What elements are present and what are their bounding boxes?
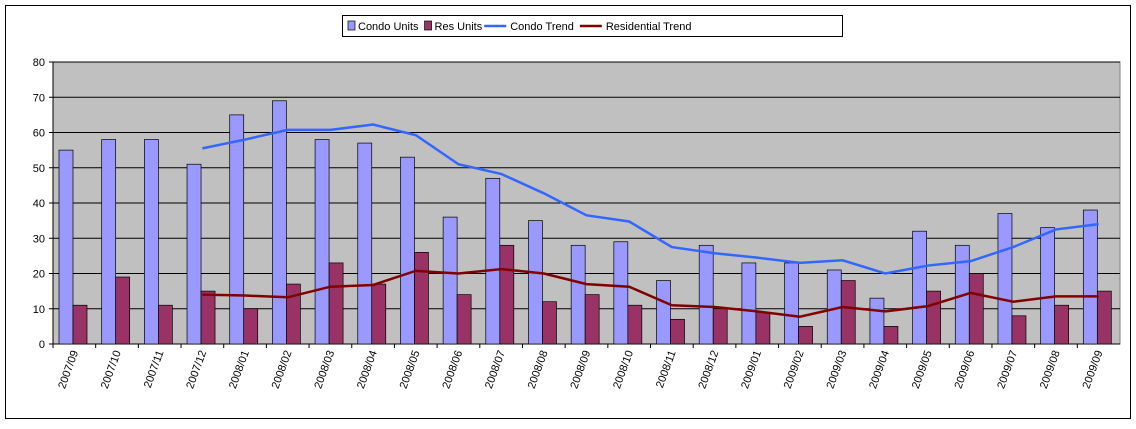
bar [570,244,586,345]
bar [912,230,927,345]
bar [613,241,629,345]
bar [144,139,159,345]
bar [698,244,714,345]
bar [784,262,799,345]
bar [371,283,387,345]
y-tick-label: 70 [33,92,45,104]
legend-swatch [347,20,356,31]
bar [968,273,984,345]
bar [357,142,373,345]
bar [528,220,543,345]
bar [243,308,259,345]
bar [328,262,344,345]
legend-label: Condo Trend [510,21,574,33]
y-tick-label: 80 [33,57,45,69]
y-tick-label: 10 [33,304,45,316]
legend-label: Residential Trend [606,21,692,33]
bar [1054,304,1069,345]
legend-label: Res Units [435,21,483,33]
bar [499,244,515,345]
bar [584,294,600,345]
bar [115,276,131,345]
y-tick-label: 40 [33,198,45,210]
bar [314,139,330,345]
bar [997,213,1013,345]
y-tick-label: 20 [33,269,45,281]
y-tick-label: 0 [39,339,45,351]
bar [200,290,216,345]
bar [186,163,202,345]
bar [741,262,757,345]
bar [656,280,671,345]
bar [926,290,941,345]
bar [400,156,415,345]
legend-swatch [424,20,432,31]
bar [414,252,429,345]
bar [869,297,885,345]
legend-label: Condo Units [358,21,419,33]
bar [627,304,643,345]
bar [670,318,685,345]
y-tick-label: 60 [33,128,45,140]
bar [456,294,472,345]
bar [101,139,117,345]
bar [798,326,813,345]
bar [158,304,173,345]
bar [712,308,728,345]
bar [755,311,771,345]
bar [542,301,557,345]
bar [1096,290,1112,345]
bar [883,326,899,345]
y-tick-label: 50 [33,163,45,175]
bar [229,114,245,345]
y-tick-label: 30 [33,233,45,245]
bar [72,304,88,345]
bar [272,100,287,345]
bar [1082,209,1098,345]
bar [58,149,74,345]
bar [485,177,501,345]
bar [840,280,856,345]
bar [1040,227,1055,345]
bar [1011,315,1027,345]
trend-line [202,267,1099,318]
bar [286,283,301,345]
trend-line [202,123,1099,275]
bar [442,216,458,345]
